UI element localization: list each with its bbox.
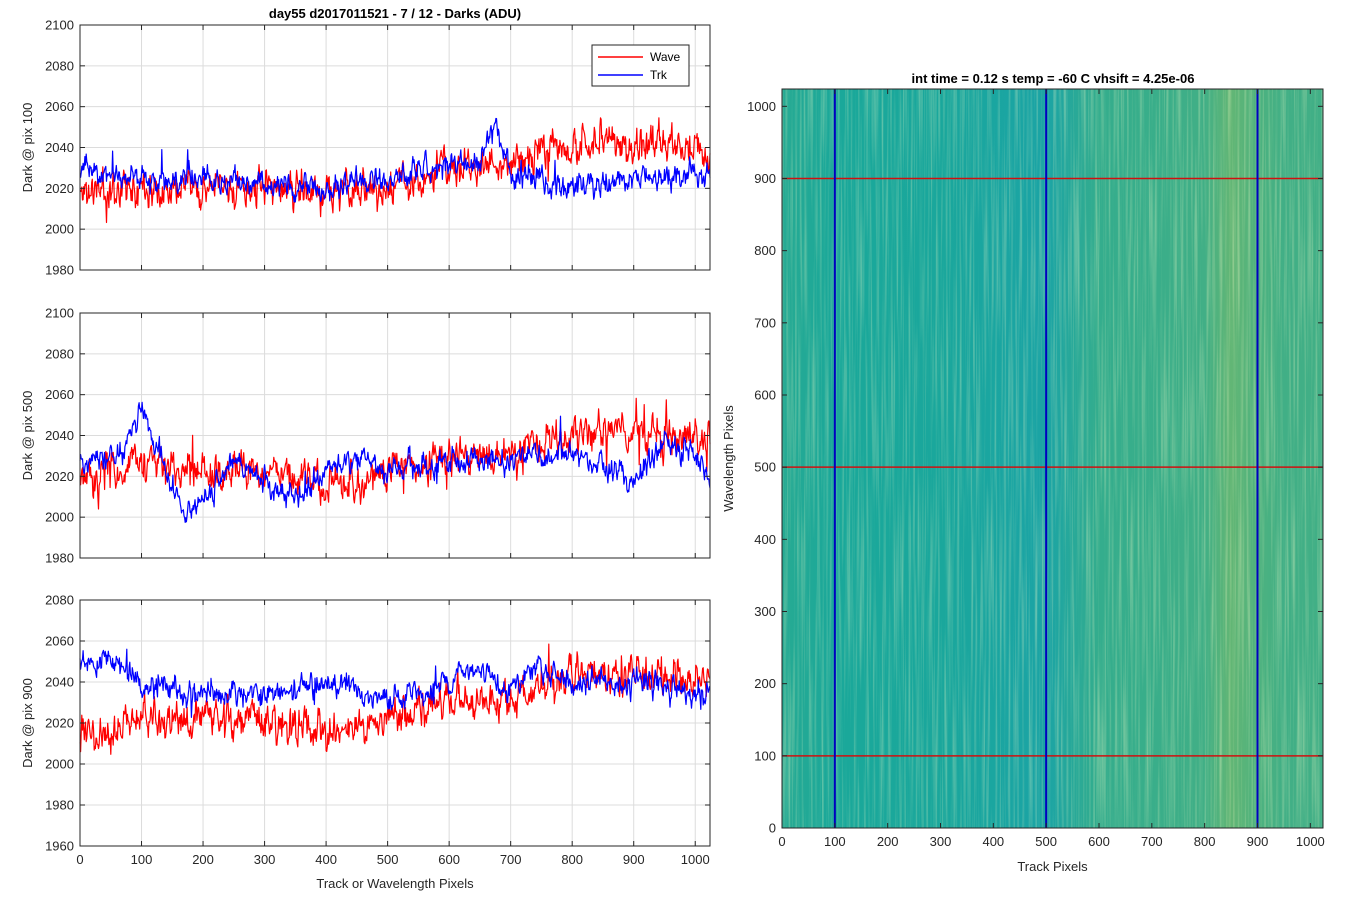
heatmap-axes-box — [781, 88, 1324, 829]
y-tick-label: 500 — [754, 460, 776, 475]
y-axis-label: Dark @ pix 900 — [20, 678, 35, 768]
x-tick-label: 0 — [778, 834, 785, 849]
x-tick-label: 800 — [561, 852, 583, 867]
series-line-trk — [79, 648, 711, 719]
series-group — [79, 643, 711, 755]
legend-label-trk: Trk — [650, 68, 668, 82]
plot-pix-100: day55 d2017011521 - 7 / 12 - Darks (ADU)… — [20, 6, 711, 278]
series-group — [79, 397, 711, 524]
series-line-wave — [79, 397, 711, 510]
x-tick-label: 300 — [930, 834, 952, 849]
y-tick-label: 100 — [754, 748, 776, 763]
legend-label-wave: Wave — [650, 50, 681, 64]
y-tick-label: 400 — [754, 532, 776, 547]
x-tick-label: 1000 — [1296, 834, 1325, 849]
y-tick-label: 2000 — [45, 222, 74, 237]
plot-pix-500: 1980 2000 2020 2040 2060 2080 2100 Dark @ pix … — [20, 306, 711, 566]
y-axis-label: Wavelength Pixels — [721, 405, 736, 512]
y-tick-label: 2040 — [45, 675, 74, 690]
x-tick-label: 700 — [1141, 834, 1163, 849]
x-tick-label: 100 — [824, 834, 846, 849]
y-tick-label: 1000 — [747, 99, 776, 114]
x-axis-label: Track Pixels — [1017, 859, 1088, 874]
y-tick-label: 1980 — [45, 551, 74, 566]
y-tick-label: 2080 — [45, 58, 74, 73]
x-tick-label: 0 — [76, 852, 83, 867]
x-tick-label: 200 — [877, 834, 899, 849]
tick-labels: 0 100 200 300 400 500 600 700 800 900 1000 0 100 200 3… — [747, 89, 1325, 849]
x-tick-label: 500 — [1035, 834, 1057, 849]
y-tick-label: 2000 — [45, 510, 74, 525]
tick-labels: 1980 2000 2020 2040 2060 2080 2100 — [45, 18, 710, 278]
x-axis-label: Track or Wavelength Pixels — [316, 876, 474, 891]
y-tick-label: 2060 — [45, 99, 74, 114]
series-group — [79, 117, 711, 224]
y-tick-label: 2100 — [45, 306, 74, 321]
series-line-trk — [79, 401, 711, 524]
y-tick-label: 2060 — [45, 634, 74, 649]
legend: Wave Trk — [591, 44, 690, 87]
x-tick-label: 600 — [438, 852, 460, 867]
x-tick-label: 400 — [315, 852, 337, 867]
y-tick-label: 2000 — [45, 757, 74, 772]
y-tick-label: 0 — [769, 821, 776, 836]
y-tick-label: 2020 — [45, 716, 74, 731]
x-tick-label: 700 — [500, 852, 522, 867]
heatmap-streaks — [782, 89, 1323, 828]
x-tick-label: 400 — [982, 834, 1004, 849]
y-tick-label: 1980 — [45, 798, 74, 813]
y-tick-label: 300 — [754, 604, 776, 619]
y-tick-label: 2020 — [45, 181, 74, 196]
series-line-wave — [79, 117, 711, 224]
x-tick-label: 300 — [254, 852, 276, 867]
y-tick-label: 900 — [754, 171, 776, 186]
x-tick-label: 800 — [1194, 834, 1216, 849]
y-axis-label: Dark @ pix 500 — [20, 391, 35, 481]
x-tick-label: 100 — [131, 852, 153, 867]
plot-pix-900: 0 100 200 300 400 500 600 700 800 900 1000 1960 1980… — [20, 593, 711, 891]
y-tick-label: 2040 — [45, 140, 74, 155]
x-tick-label: 600 — [1088, 834, 1110, 849]
tick-labels: 0 100 200 300 400 500 600 700 800 900 1000 1960 1980… — [45, 593, 710, 867]
y-tick-label: 2080 — [45, 593, 74, 608]
y-tick-label: 2040 — [45, 428, 74, 443]
y-tick-label: 700 — [754, 315, 776, 330]
y-axis-label: Dark @ pix 100 — [20, 103, 35, 193]
marker-lines — [782, 89, 1323, 828]
y-tick-label: 2100 — [45, 18, 74, 33]
series-line-trk — [79, 117, 711, 203]
y-tick-label: 2080 — [45, 346, 74, 361]
y-tick-label: 1960 — [45, 839, 74, 854]
series-line-wave — [79, 643, 711, 755]
x-tick-label: 900 — [623, 852, 645, 867]
x-tick-label: 1000 — [681, 852, 710, 867]
x-tick-label: 500 — [377, 852, 399, 867]
legend-box — [591, 44, 690, 87]
heatmap-plot: int time = 0.12 s temp = -60 C vhsift = … — [721, 71, 1325, 874]
x-tick-label: 900 — [1247, 834, 1269, 849]
y-tick-label: 2020 — [45, 469, 74, 484]
y-tick-label: 1980 — [45, 263, 74, 278]
heatmap-title: int time = 0.12 s temp = -60 C vhsift = … — [912, 71, 1195, 86]
tick-labels: 1980 2000 2020 2040 2060 2080 2100 — [45, 306, 710, 566]
y-tick-label: 800 — [754, 243, 776, 258]
y-tick-label: 200 — [754, 676, 776, 691]
y-tick-label: 600 — [754, 387, 776, 402]
y-tick-label: 2060 — [45, 387, 74, 402]
x-tick-label: 200 — [192, 852, 214, 867]
plot-title: day55 d2017011521 - 7 / 12 - Darks (ADU) — [269, 6, 521, 21]
